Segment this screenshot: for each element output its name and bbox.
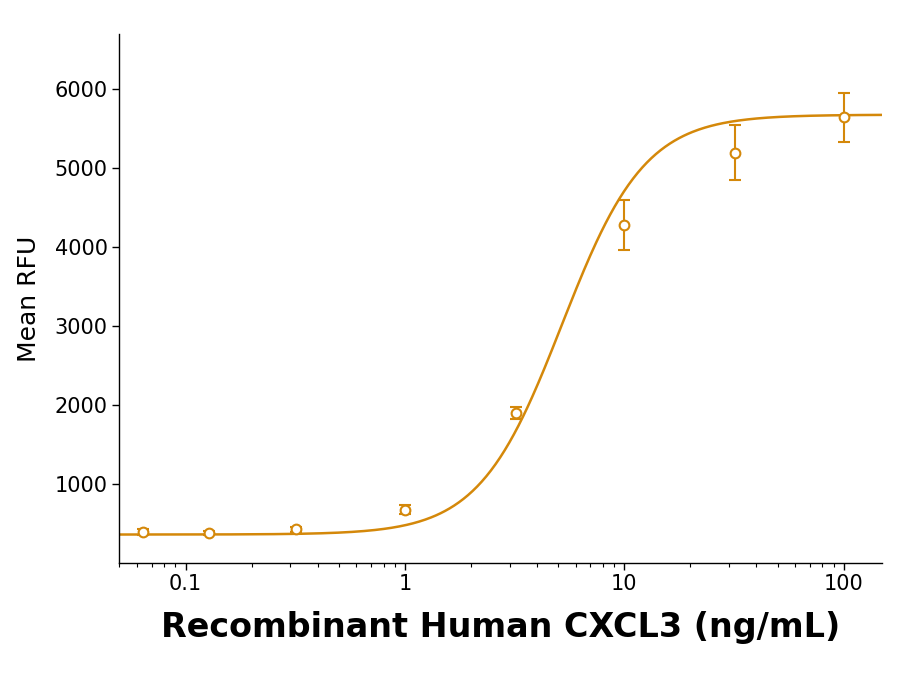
Y-axis label: Mean RFU: Mean RFU — [17, 235, 40, 362]
X-axis label: Recombinant Human CXCL3 (ng/mL): Recombinant Human CXCL3 (ng/mL) — [161, 611, 841, 644]
